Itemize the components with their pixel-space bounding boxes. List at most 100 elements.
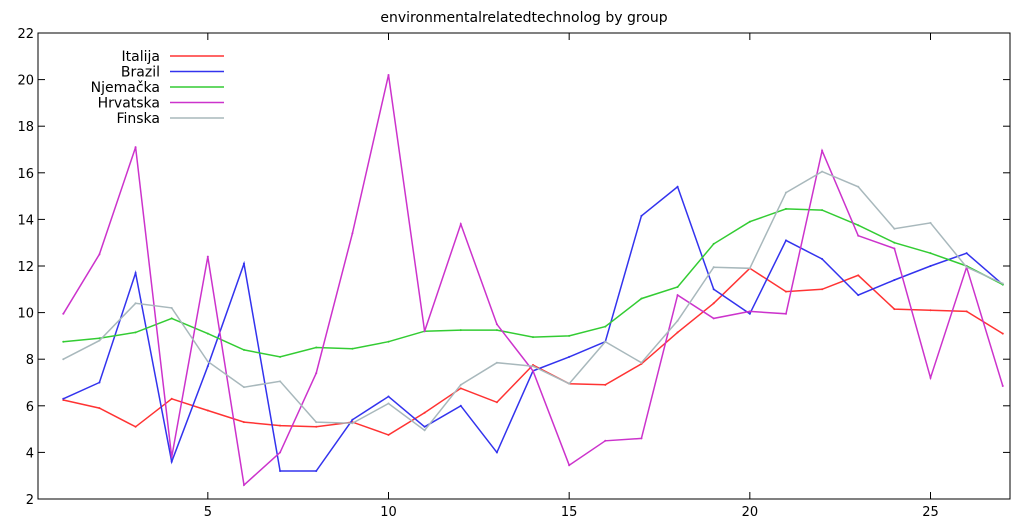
- data-point-hrvatska: [495, 323, 498, 326]
- data-point-njemacka: [784, 207, 787, 210]
- data-point-finska: [532, 365, 535, 368]
- data-point-hrvatska: [532, 369, 535, 372]
- data-point-finska: [134, 302, 137, 305]
- data-point-italija: [604, 383, 607, 386]
- y-tick-label: 16: [17, 167, 34, 182]
- data-point-njemacka: [604, 325, 607, 328]
- data-point-njemacka: [134, 331, 137, 334]
- data-point-italija: [784, 290, 787, 293]
- data-point-hrvatska: [676, 294, 679, 297]
- data-point-njemacka: [98, 337, 101, 340]
- data-point-brazil: [315, 470, 318, 473]
- data-point-brazil: [965, 252, 968, 255]
- data-point-italija: [965, 310, 968, 313]
- data-point-finska: [821, 170, 824, 173]
- data-point-italija: [459, 387, 462, 390]
- data-point-njemacka: [495, 329, 498, 332]
- data-point-brazil: [857, 294, 860, 297]
- data-point-njemacka: [315, 346, 318, 349]
- data-point-hrvatska: [857, 234, 860, 237]
- data-point-njemacka: [821, 209, 824, 212]
- data-point-finska: [965, 266, 968, 269]
- data-point-hrvatska: [62, 312, 65, 315]
- x-tick-label: 10: [380, 505, 397, 519]
- legend-label-brazil: Brazil: [121, 65, 160, 81]
- y-tick-label: 18: [17, 120, 34, 135]
- data-point-brazil: [170, 460, 173, 463]
- data-point-brazil: [712, 288, 715, 291]
- data-point-italija: [676, 331, 679, 334]
- data-point-finska: [568, 382, 571, 385]
- data-point-hrvatska: [568, 464, 571, 467]
- data-point-njemacka: [387, 340, 390, 343]
- data-point-finska: [206, 360, 209, 363]
- data-point-finska: [929, 221, 932, 224]
- data-point-hrvatska: [1001, 384, 1004, 387]
- data-point-hrvatska: [387, 73, 390, 76]
- y-tick-label: 4: [26, 446, 34, 461]
- legend-label-italija: Italija: [122, 49, 160, 65]
- data-point-italija: [170, 397, 173, 400]
- y-tick-label: 8: [26, 353, 34, 368]
- data-point-italija: [206, 409, 209, 412]
- data-point-finska: [351, 422, 354, 425]
- data-point-italija: [893, 308, 896, 311]
- data-point-njemacka: [532, 336, 535, 339]
- data-point-njemacka: [748, 220, 751, 223]
- data-point-brazil: [568, 355, 571, 358]
- data-point-finska: [98, 339, 101, 342]
- x-tick-label: 20: [742, 505, 759, 519]
- data-point-njemacka: [568, 334, 571, 337]
- data-point-njemacka: [170, 317, 173, 320]
- data-point-hrvatska: [423, 330, 426, 333]
- data-point-brazil: [893, 278, 896, 281]
- data-point-njemacka: [351, 347, 354, 350]
- data-point-hrvatska: [98, 253, 101, 256]
- data-point-italija: [134, 425, 137, 428]
- data-point-finska: [315, 421, 318, 424]
- data-point-brazil: [748, 312, 751, 315]
- data-point-italija: [929, 309, 932, 312]
- x-tick-label: 5: [204, 505, 212, 519]
- y-tick-label: 12: [17, 260, 34, 275]
- data-point-brazil: [351, 418, 354, 421]
- x-tick-label: 25: [922, 505, 939, 519]
- legend-label-njemacka: Njemačka: [91, 80, 160, 96]
- data-point-njemacka: [279, 355, 282, 358]
- y-tick-label: 6: [26, 400, 34, 415]
- data-point-njemacka: [712, 242, 715, 245]
- data-point-finska: [1001, 282, 1004, 285]
- data-point-hrvatska: [315, 372, 318, 375]
- y-tick-label: 20: [17, 74, 34, 89]
- data-point-italija: [98, 407, 101, 410]
- data-point-italija: [712, 302, 715, 305]
- data-point-brazil: [206, 365, 209, 368]
- data-point-hrvatska: [748, 310, 751, 313]
- data-point-hrvatska: [351, 232, 354, 235]
- data-point-hrvatska: [821, 149, 824, 152]
- data-point-italija: [857, 274, 860, 277]
- data-point-italija: [495, 401, 498, 404]
- data-point-njemacka: [242, 348, 245, 351]
- y-tick-label: 2: [26, 493, 34, 508]
- data-point-finska: [676, 319, 679, 322]
- data-point-brazil: [495, 451, 498, 454]
- plot-frame: [37, 32, 1011, 500]
- data-point-njemacka: [640, 297, 643, 300]
- data-point-hrvatska: [784, 312, 787, 315]
- data-point-italija: [315, 425, 318, 428]
- data-point-finska: [784, 191, 787, 194]
- data-point-brazil: [929, 265, 932, 267]
- data-point-brazil: [387, 395, 390, 398]
- data-point-hrvatska: [929, 376, 932, 379]
- data-point-finska: [748, 267, 751, 270]
- data-point-finska: [387, 402, 390, 405]
- data-point-hrvatska: [170, 456, 173, 459]
- data-point-hrvatska: [206, 255, 209, 258]
- data-point-hrvatska: [893, 247, 896, 250]
- data-point-brazil: [821, 258, 824, 261]
- data-point-hrvatska: [640, 437, 643, 440]
